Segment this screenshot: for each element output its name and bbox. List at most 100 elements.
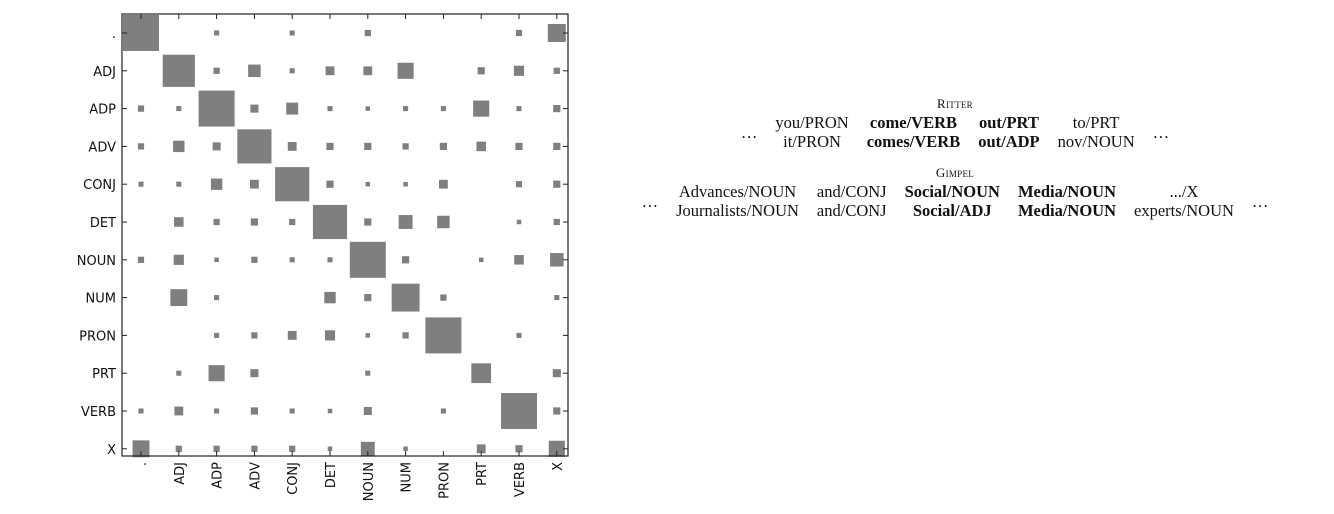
matrix-cell: [123, 15, 159, 51]
matrix-cell: [286, 102, 299, 115]
token: and/CONJ: [816, 182, 887, 201]
ritter-row-2: it/PRON comes/VERB out/ADP nov/NOUN: [732, 132, 1178, 151]
matrix-cell: [440, 294, 447, 301]
matrix-cell: [403, 181, 408, 187]
row-label: PRT: [92, 367, 116, 382]
matrix-cell: [213, 445, 220, 452]
matrix-cell: [514, 255, 524, 265]
row-label: NOUN: [77, 254, 116, 269]
matrix-cell: [438, 179, 448, 189]
matrix-cell: [175, 445, 182, 452]
matrix-cell: [365, 181, 371, 187]
token-highlight: comes/VERB: [866, 132, 961, 151]
matrix-cell: [289, 408, 295, 414]
matrix-cell: [174, 406, 184, 416]
matrix-cell: [516, 219, 522, 225]
matrix-cell: [516, 106, 522, 112]
matrix-cell: [250, 369, 259, 378]
matrix-cell: [176, 370, 182, 376]
matrix-cell: [327, 106, 333, 112]
gimpel-row-2: Journalists/NOUN and/CONJ Social/ADJ Med…: [633, 201, 1278, 220]
token-highlight: come/VERB: [869, 113, 957, 132]
matrix-cell: [287, 141, 297, 151]
matrix-cell: [324, 291, 336, 304]
left-ellipsis: …: [740, 122, 758, 142]
matrix-cell: [439, 142, 447, 150]
plot-frame: [121, 13, 569, 457]
matrix-cell: [174, 217, 184, 227]
col-label: VERB: [513, 462, 528, 497]
matrix-cell: [237, 129, 272, 164]
matrix-cell: [214, 295, 220, 301]
matrix-cell: [208, 365, 225, 382]
row-label: DET: [90, 216, 116, 231]
row-label: X: [107, 443, 116, 458]
matrix-cell: [289, 68, 295, 74]
matrix-cell: [397, 62, 414, 79]
matrix-cell: [553, 180, 561, 188]
matrix-cell: [478, 257, 484, 263]
ritter-example-table: … you/PRON come/VERB out/PRT to/PRT … it…: [732, 113, 1178, 151]
tagging-examples: Ritter … you/PRON come/VERB out/PRT to/P…: [580, 96, 1330, 220]
token: experts/NOUN: [1134, 201, 1234, 220]
col-label: NUM: [400, 462, 415, 492]
matrix-cell: [516, 332, 522, 338]
token: Advances/NOUN: [678, 182, 797, 201]
row-label: PRON: [79, 329, 116, 344]
row-label: VERB: [81, 405, 116, 420]
matrix-cell: [440, 408, 446, 414]
matrix-cell: [364, 29, 371, 37]
gimpel-example-table: … Advances/NOUN and/CONJ Social/NOUN Med…: [633, 182, 1278, 220]
matrix-cell: [402, 256, 410, 264]
matrix-cell: [501, 393, 537, 429]
matrix-cell: [138, 181, 144, 187]
token: nov/NOUN: [1057, 132, 1135, 151]
matrix-cell: [476, 141, 486, 152]
matrix-cell: [398, 215, 413, 229]
matrix-cell: [515, 142, 523, 150]
matrix-cell: [360, 441, 375, 456]
matrix-cell: [198, 90, 235, 127]
matrix-cell: [275, 167, 310, 202]
gimpel-row-1: … Advances/NOUN and/CONJ Social/NOUN Med…: [633, 182, 1278, 211]
matrix-cell: [170, 289, 188, 307]
matrix-cell: [212, 142, 221, 151]
row-label: ADP: [89, 103, 116, 118]
matrix-cell: [476, 444, 486, 454]
row-label: ADJ: [93, 65, 116, 80]
matrix-cell: [547, 24, 566, 42]
matrix-cell: [327, 408, 333, 414]
matrix-cell: [365, 106, 371, 111]
matrix-cell: [391, 283, 420, 312]
matrix-cell: [363, 406, 372, 416]
matrix-cell: [365, 370, 371, 376]
matrix-cell: [552, 369, 561, 378]
token-highlight: Media/NOUN: [1017, 201, 1117, 220]
col-label: ADP: [211, 462, 226, 489]
matrix-cell: [327, 446, 333, 452]
matrix-cell: [553, 67, 560, 74]
matrix-cell: [214, 30, 220, 36]
matrix-cell: [349, 241, 386, 278]
tick-marks: [122, 14, 568, 456]
matrix-cell: [402, 143, 409, 150]
matrix-cell: [137, 256, 145, 263]
matrix-cell: [477, 67, 485, 75]
matrix-cell: [553, 407, 561, 415]
token-highlight: Media/NOUN: [1017, 182, 1117, 201]
matrix-cell: [251, 256, 258, 263]
x-tick-labels: . ADJ ADP ADV CONJ DET NOUN NUM PRON PRT VERB X: [135, 462, 566, 501]
row-label: .: [112, 27, 116, 42]
matrix-cell: [176, 106, 182, 112]
matrix-cell: [248, 64, 261, 78]
matrix-cell: [363, 66, 373, 76]
matrix-cell: [402, 332, 409, 339]
right-ellipsis: …: [1152, 122, 1170, 142]
matrix-cells: [123, 15, 566, 458]
matrix-cell: [515, 445, 523, 453]
matrix-cell: [251, 332, 258, 339]
matrix-cell: [250, 104, 259, 113]
matrix-cell: [210, 178, 223, 190]
matrix-cell: [326, 142, 334, 150]
matrix-cell: [364, 294, 372, 302]
